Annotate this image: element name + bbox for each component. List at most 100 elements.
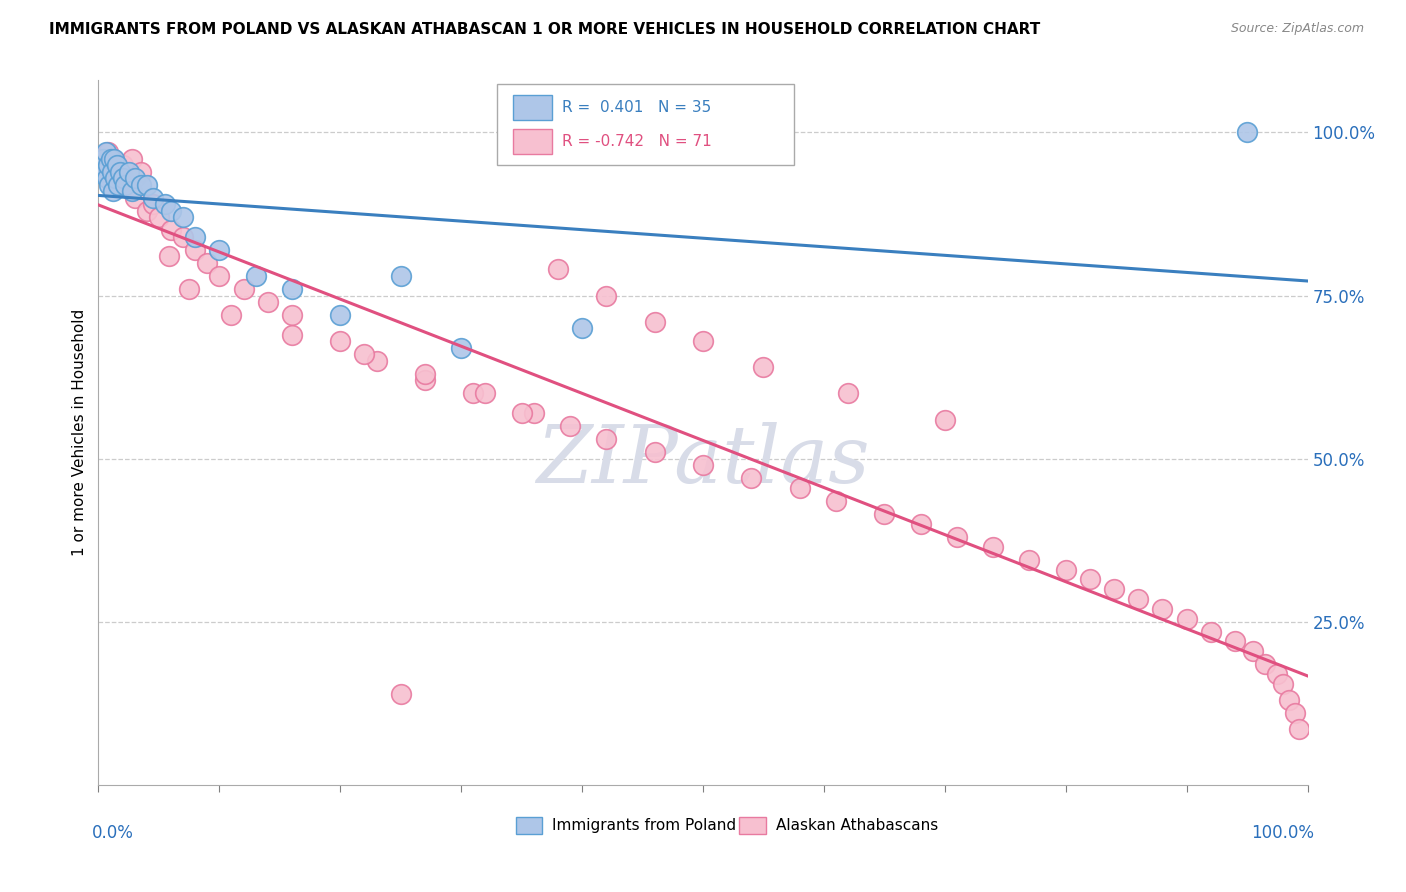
Text: Alaskan Athabascans: Alaskan Athabascans [776,818,938,833]
Point [108,171,131,186]
Point [111,158,134,172]
Point [1102,582,1125,597]
Point [121,152,143,166]
Point [103,152,125,166]
Point [281,308,304,322]
Point [1278,693,1301,707]
Point [124,171,146,186]
Point [184,230,207,244]
Point [118,178,141,192]
Point [389,687,412,701]
Point [172,230,194,244]
Text: R = -0.742   N = 71: R = -0.742 N = 71 [561,134,711,149]
FancyBboxPatch shape [498,84,793,165]
Point [98,178,121,192]
Point [160,203,183,218]
Point [825,494,848,508]
Point [101,152,124,166]
Point [595,288,617,302]
FancyBboxPatch shape [516,817,543,834]
Point [97,145,120,159]
Point [463,386,485,401]
Text: ZIPatlas: ZIPatlas [536,422,870,500]
Point [1272,677,1295,691]
Point [1199,624,1222,639]
Point [105,164,128,178]
Point [101,184,124,198]
Point [1254,657,1277,672]
Point [571,321,593,335]
Point [104,171,127,186]
Point [692,334,714,349]
Text: R =  0.401   N = 35: R = 0.401 N = 35 [561,100,711,115]
Point [129,164,152,178]
FancyBboxPatch shape [513,129,551,154]
Point [752,360,775,375]
Point [1054,563,1077,577]
Point [96,171,118,186]
Point [366,354,388,368]
Point [523,406,546,420]
Point [118,164,141,178]
Point [121,184,143,198]
Point [100,152,122,166]
Point [1288,723,1310,737]
Point [107,178,129,192]
Point [97,158,120,172]
Point [281,327,304,342]
Point [256,295,278,310]
Point [558,419,581,434]
Point [474,386,496,401]
Point [450,341,472,355]
Text: 0.0%: 0.0% [93,823,134,842]
Point [934,412,956,426]
Point [329,308,352,322]
Point [1284,706,1306,721]
Point [90,158,112,172]
Point [281,282,304,296]
Point [245,268,267,283]
Point [1267,667,1289,681]
Point [413,373,436,387]
Point [1236,126,1258,140]
Point [1078,573,1101,587]
Point [179,282,201,296]
Text: Source: ZipAtlas.com: Source: ZipAtlas.com [1230,22,1364,36]
Point [114,178,136,192]
Point [157,250,180,264]
Point [100,164,122,178]
Point [946,530,969,544]
Point [873,507,896,521]
Point [184,243,207,257]
Point [208,243,231,257]
Point [135,178,157,192]
Text: 100.0%: 100.0% [1250,823,1313,842]
Point [595,432,617,446]
Text: IMMIGRANTS FROM POLAND VS ALASKAN ATHABASCAN 1 OR MORE VEHICLES IN HOUSEHOLD COR: IMMIGRANTS FROM POLAND VS ALASKAN ATHABA… [49,22,1040,37]
Point [91,152,114,166]
Point [195,256,218,270]
Point [1175,611,1198,625]
Y-axis label: 1 or more Vehicles in Household: 1 or more Vehicles in Household [72,309,87,557]
Point [124,191,146,205]
Point [148,211,170,225]
Point [1152,602,1174,616]
Point [1223,634,1246,648]
Point [692,458,714,473]
Point [208,268,231,283]
Point [100,158,122,172]
Point [172,211,194,225]
Point [1128,592,1150,607]
Point [105,158,128,172]
Point [221,308,243,322]
Point [135,203,157,218]
Point [94,145,117,159]
Point [389,268,412,283]
Point [93,158,115,172]
Point [413,367,436,381]
Point [153,197,176,211]
Point [510,406,533,420]
Point [740,471,762,485]
Point [1018,553,1040,567]
Point [981,540,1004,554]
